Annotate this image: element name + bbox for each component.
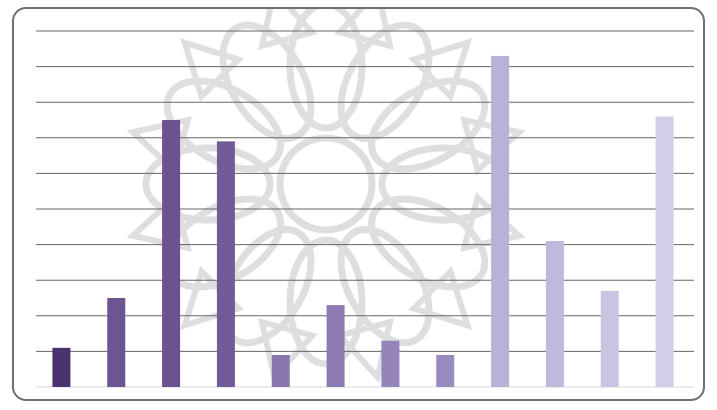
watermark-petal [163,77,284,173]
watermark-petal [219,226,315,347]
watermark-point [334,9,394,51]
bar [216,141,235,387]
bar [107,298,126,387]
gridlines [36,30,694,388]
bars [52,55,674,388]
bar [600,290,619,387]
bar [326,305,345,387]
chart-frame [12,7,705,401]
watermark-point [126,116,193,176]
bar [545,241,564,387]
watermark-petal [219,21,315,142]
watermark-point [408,37,473,102]
bar-chart [36,9,694,388]
watermark-point [126,192,193,252]
watermark-point [408,266,473,331]
watermark-petal [337,226,433,347]
watermark-petal [286,236,366,368]
watermark-point [179,37,244,102]
watermark-point [258,9,318,51]
bar [271,354,290,387]
watermark-petal [286,9,366,132]
watermark-center [276,134,376,234]
bar [436,354,455,387]
watermark-petal [368,77,489,173]
bar [52,347,71,387]
bar [162,120,181,387]
watermark-petal [337,21,433,142]
bar [381,340,400,387]
bar [491,55,510,388]
watermark-point [258,317,318,384]
bar [655,116,674,387]
watermark-petal [142,144,274,224]
watermark-petal [368,195,489,291]
rosette-watermark [126,9,526,384]
